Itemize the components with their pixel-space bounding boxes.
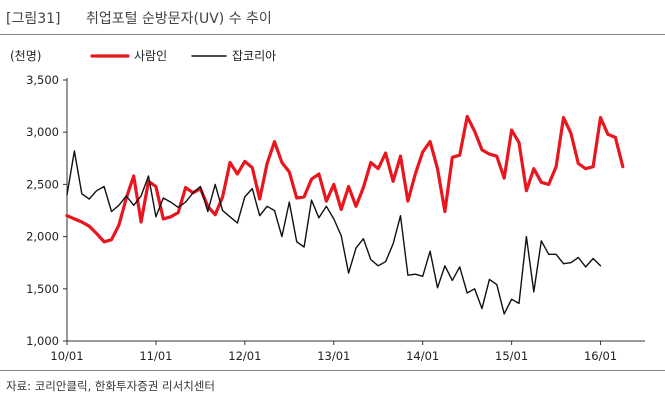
x-tick-label: 12/01: [228, 349, 261, 363]
y-tick-label: 1,000: [26, 334, 59, 348]
y-tick-label: 1,500: [26, 282, 59, 296]
legend-label-saramin: 사람인: [134, 49, 167, 63]
y-tick-label: 3,000: [26, 125, 59, 139]
x-tick-label: 10/01: [50, 349, 83, 363]
series-lines: [65, 114, 625, 315]
y-axis-ticks: 1,000 1,500 2,000 2,500 3,000 3,500: [26, 73, 67, 348]
series-line-saramin: [65, 114, 625, 244]
legend: 사람인 잡코리아: [90, 49, 276, 63]
y-tick-label: 2,500: [26, 177, 59, 191]
chart-title: 취업포털 순방문자(UV) 수 추이: [86, 11, 272, 27]
figure-number: [그림31]: [6, 11, 61, 27]
x-tick-label: 15/01: [495, 349, 528, 363]
x-tick-label: 13/01: [317, 349, 350, 363]
title-divider: [0, 34, 665, 35]
chart: (천명) 1,000 1,500 2,000 2,500 3,000 3,500 10/0…: [10, 48, 645, 363]
figure-header: [그림31] 취업포털 순방문자(UV) 수 추이: [0, 0, 665, 36]
series-line-jobkorea: [66, 150, 602, 315]
chart-axes: (천명): [10, 48, 645, 342]
source-note: 자료: 코리안클릭, 한화투자증권 리서치센터: [6, 379, 215, 393]
x-tick-label: 11/01: [139, 349, 172, 363]
legend-label-jobkorea: 잡코리아: [232, 49, 276, 63]
source-divider: [0, 370, 665, 371]
x-tick-label: 16/01: [584, 349, 617, 363]
x-tick-label: 14/01: [406, 349, 439, 363]
y-tick-label: 3,500: [26, 73, 59, 87]
y-axis-label: (천명): [10, 48, 41, 63]
x-axis-ticks: 10/01 11/01 12/01 13/01 14/01 15/01 16/01: [50, 341, 617, 363]
y-tick-label: 2,000: [26, 230, 59, 244]
